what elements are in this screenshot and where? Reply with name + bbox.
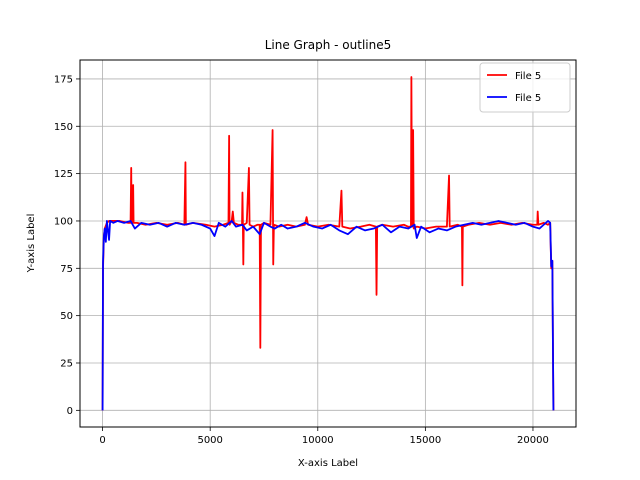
x-tick-label: 0 — [99, 435, 105, 446]
y-tick-label: 100 — [54, 216, 73, 227]
plot-frame — [79, 59, 577, 428]
y-tick-label: 25 — [60, 358, 73, 369]
y-tick-label: 0 — [67, 406, 73, 417]
legend: File 5 File 5 — [479, 62, 571, 113]
grid — [80, 60, 576, 427]
x-tick-label: 5000 — [197, 435, 222, 446]
y-tick-label: 75 — [60, 264, 73, 275]
y-tick-label: 50 — [60, 311, 73, 322]
y-tick-label: 150 — [54, 122, 73, 133]
x-tick-label: 15000 — [409, 435, 441, 446]
ticks: 0 5000 10000 15000 20000 0 25 50 75 100 125 150 175 — [54, 74, 549, 446]
x-tick-label: 20000 — [517, 435, 549, 446]
legend-label-file-5-blue: File 5 — [515, 93, 541, 104]
x-tick-label: 10000 — [302, 435, 334, 446]
legend-label-file-5-red: File 5 — [515, 71, 541, 82]
x-axis-title: X-axis Label — [298, 458, 358, 469]
y-tick-label: 125 — [54, 169, 73, 180]
chart-title: Line Graph - outline5 — [265, 38, 392, 52]
y-tick-label: 175 — [54, 74, 73, 85]
series-line-file-5-blue — [101, 220, 555, 411]
y-axis-title: Y-axis Label — [26, 214, 37, 274]
series-layer — [101, 76, 555, 411]
